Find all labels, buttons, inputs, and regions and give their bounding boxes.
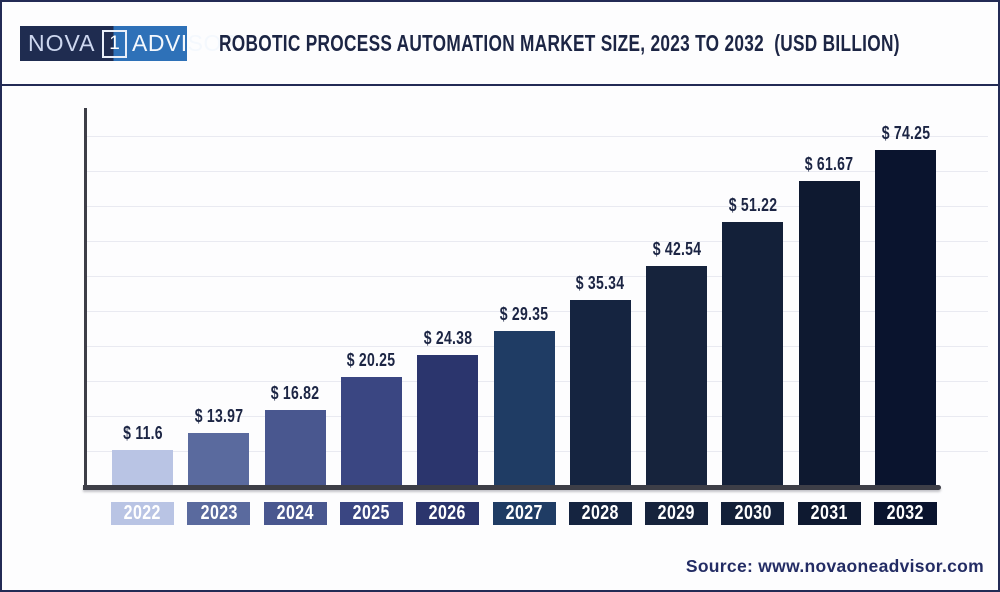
bar-2032 xyxy=(875,150,936,486)
gridline xyxy=(86,206,988,207)
logo-badge-one: 1 xyxy=(102,30,127,58)
bar-2031 xyxy=(798,181,860,486)
value-label-2032: $ 74.25 xyxy=(881,123,930,143)
x-label-text: 2024 xyxy=(276,502,314,524)
value-label-2023: $ 13.97 xyxy=(194,406,244,426)
bar-2027 xyxy=(493,331,555,486)
x-label-text: 2028 xyxy=(581,502,619,524)
x-label-text: 2022 xyxy=(123,502,162,524)
value-label-2025: $ 20.25 xyxy=(347,350,396,370)
value-label-2027: $ 29.35 xyxy=(499,304,549,324)
x-label-2028: 2028 xyxy=(568,502,632,525)
bar-2026 xyxy=(417,355,479,486)
x-label-text: 2031 xyxy=(810,502,848,524)
x-label-2031: 2031 xyxy=(797,502,861,525)
bar-2028 xyxy=(569,300,631,486)
bar-2029 xyxy=(646,266,708,486)
x-label-2029: 2029 xyxy=(645,502,709,525)
x-label-2032: 2032 xyxy=(874,502,937,525)
value-label-2024: $ 16.82 xyxy=(270,383,320,403)
source-credit: Source: www.novaoneadvisor.com xyxy=(685,556,984,576)
x-label-2025: 2025 xyxy=(339,502,403,525)
bar-2030 xyxy=(722,222,784,486)
x-label-2023: 2023 xyxy=(187,502,251,525)
header: NOVA 1 ADVISOR ROBOTIC PROCESS AUTOMATIO… xyxy=(2,2,998,86)
bar-2022 xyxy=(112,450,173,486)
gridline xyxy=(86,241,988,242)
x-axis-line xyxy=(83,485,941,490)
logo-text-advisor: ADVISOR xyxy=(132,30,240,56)
value-label-2022: $ 11.6 xyxy=(122,423,163,443)
x-label-2024: 2024 xyxy=(263,502,327,525)
x-label-text: 2029 xyxy=(657,502,696,524)
bar-2023 xyxy=(188,433,250,486)
value-label-2028: $ 35.34 xyxy=(576,273,625,293)
x-label-2027: 2027 xyxy=(492,502,556,525)
x-label-text: 2023 xyxy=(200,502,238,524)
x-label-2030: 2030 xyxy=(721,502,785,525)
x-label-2022: 2022 xyxy=(111,502,174,525)
value-label-2026: $ 24.38 xyxy=(423,328,472,348)
value-label-2030: $ 51.22 xyxy=(728,195,778,215)
chart-title: ROBOTIC PROCESS AUTOMATION MARKET SIZE, … xyxy=(219,29,900,56)
gridline xyxy=(86,276,988,277)
value-label-2029: $ 42.54 xyxy=(652,239,701,259)
x-label-text: 2032 xyxy=(886,502,925,524)
value-label-2031: $ 61.67 xyxy=(804,154,854,174)
bar-2025 xyxy=(340,377,402,486)
bar-2024 xyxy=(264,410,326,486)
x-label-text: 2030 xyxy=(734,502,772,524)
x-label-2026: 2026 xyxy=(416,502,480,525)
gridline xyxy=(86,171,988,172)
nova-one-advisor-logo: NOVA 1 ADVISOR xyxy=(20,26,239,61)
x-label-text: 2026 xyxy=(429,502,467,524)
x-label-text: 2027 xyxy=(505,502,543,524)
gridline xyxy=(86,136,988,137)
x-label-text: 2025 xyxy=(352,502,390,524)
logo-text-nova: NOVA xyxy=(28,30,96,56)
y-axis-line xyxy=(84,108,87,490)
gridline xyxy=(86,311,988,312)
